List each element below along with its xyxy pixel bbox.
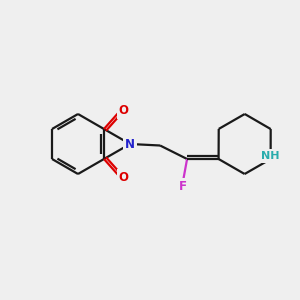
- Text: F: F: [178, 180, 187, 193]
- Text: O: O: [118, 104, 128, 117]
- Text: N: N: [125, 137, 135, 151]
- Text: O: O: [118, 171, 128, 184]
- Text: NH: NH: [261, 151, 280, 161]
